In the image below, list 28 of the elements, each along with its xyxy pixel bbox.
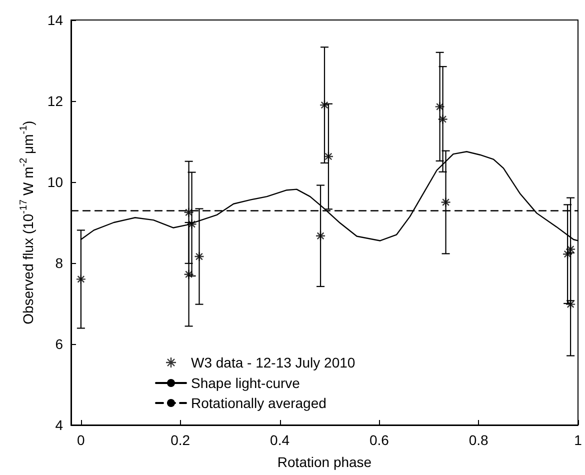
y-tick-label: 8 (55, 255, 64, 271)
x-tick-label: 0.2 (170, 432, 190, 448)
point (315, 230, 326, 241)
point (440, 197, 451, 208)
point (194, 251, 204, 262)
point (186, 219, 197, 230)
point (184, 269, 194, 280)
point (565, 244, 576, 254)
y-tick-label: 10 (47, 174, 64, 190)
y-tick-label: 12 (47, 93, 64, 109)
legend-label: W3 data - 12-13 July 2010 (191, 354, 356, 370)
point (434, 102, 445, 112)
legend-label: Rotationally averaged (191, 395, 326, 411)
x-tick-label: 1 (574, 432, 582, 448)
y-tick-label: 4 (55, 417, 64, 433)
point (184, 207, 194, 218)
point (76, 274, 86, 284)
point (438, 114, 448, 124)
x-tick-label: 0 (77, 432, 86, 448)
y-tick-label: 14 (47, 12, 64, 28)
x-tick-label: 0.8 (468, 432, 489, 448)
x-tick-label: 0.4 (270, 432, 290, 448)
x-tick-label: 0.6 (369, 432, 390, 448)
legend-label: Shape light-curve (191, 375, 300, 391)
y-axis-title: Observed flux (10-17 W m-2 μm-1) (18, 120, 36, 324)
point (323, 151, 334, 162)
x-axis-title: Rotation phase (277, 454, 372, 470)
y-tick-label: 6 (55, 336, 64, 352)
